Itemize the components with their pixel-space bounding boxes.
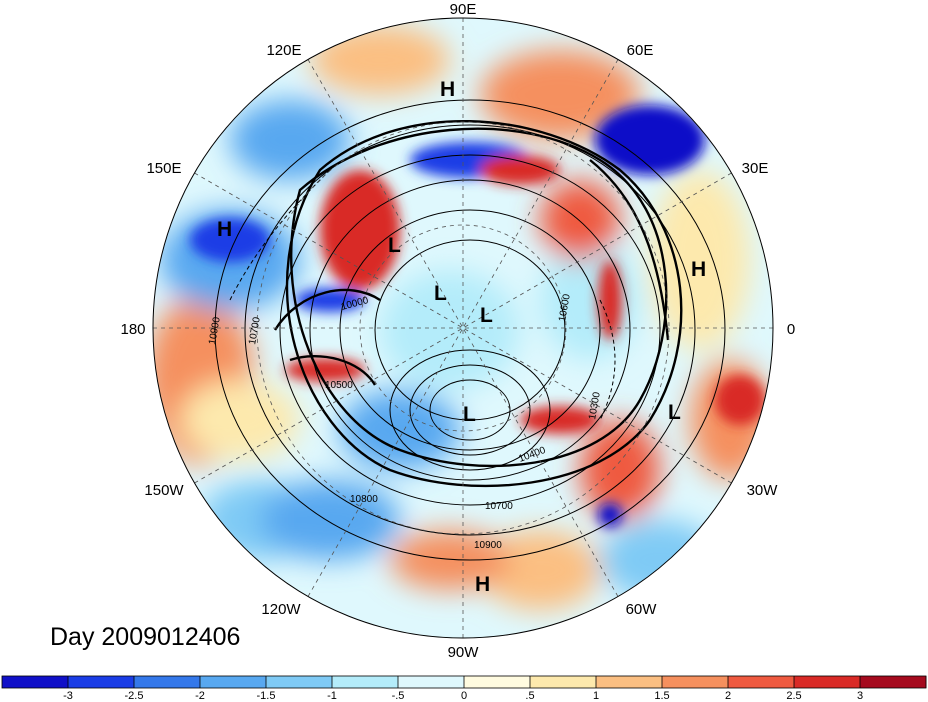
colorbar-swatch [134,676,201,688]
high-marker: H [691,258,706,281]
low-marker: L [463,403,476,426]
colorbar-swatch [464,676,531,688]
lon-label-30w: 30W [747,482,779,499]
colorbar-tick-label: .5 [525,690,534,702]
pressure-systems: H H H H L L L L L [217,78,706,596]
colorbar-tick-label: 2.5 [786,690,801,702]
contour-label: 10300 [587,391,603,421]
colorbar-swatch [662,676,729,688]
colorbar-tick-label: 1 [593,690,599,702]
contour-label: 10500 [325,380,353,391]
lon-label-180: 180 [120,321,145,338]
colorbar-tick-label: -1 [327,690,337,702]
colorbar-swatch [200,676,267,688]
colorbar-tick-label: 3 [857,690,863,702]
lon-label-60w: 60W [626,601,658,618]
colorbar-swatch [68,676,135,688]
lon-label-120w: 120W [261,601,301,618]
colorbar-tick-label: -3 [63,690,73,702]
colorbar-swatch [398,676,465,688]
colorbar-swatch [2,676,69,688]
map-title: Day 2009012406 [50,623,240,651]
lon-label-90e: 90E [450,1,477,18]
lon-label-0: 0 [787,321,795,338]
colorbar-tick-label: 0 [461,690,467,702]
colorbar: -3 -2.5 -2 -1.5 -1 -.5 0 .5 1 1.5 2 2.5 3 [1,675,927,702]
colorbar-swatch [596,676,663,688]
contour-label: 10700 [247,316,263,346]
graticule [153,18,773,638]
colorbar-swatch [266,676,333,688]
low-marker: L [388,234,401,257]
lon-label-150w: 150W [144,482,184,499]
colorbar-swatch [332,676,399,688]
lon-label-60e: 60E [627,42,654,59]
map-outline [152,17,774,639]
colorbar-swatch [794,676,861,688]
colorbar-tick-label: 2 [725,690,731,702]
contour-label: 10900 [474,540,502,551]
colorbar-tick-label: 1.5 [654,690,669,702]
contour-label: 10800 [350,494,378,505]
lon-label-120e: 120E [266,42,301,59]
contour-label: 10600 [557,293,573,323]
low-marker: L [480,304,493,327]
high-marker: H [440,78,455,101]
colorbar-tick-label: -1.5 [257,690,276,702]
colorbar-tick-label: -2 [195,690,205,702]
colorbar-tick-label: -2.5 [125,690,144,702]
high-marker: H [475,573,490,596]
longitude-labels: 90E 60E 30E 0 30W 60W 90W 120W 150W 180 … [120,1,795,661]
colorbar-swatch [860,676,927,688]
lon-label-30e: 30E [742,160,769,177]
colorbar-swatch [530,676,597,688]
high-marker: H [217,218,232,241]
colorbar-tick-label: -.5 [392,690,405,702]
contour-label: 10700 [485,501,513,512]
lon-label-90w: 90W [448,644,480,661]
height-contours [214,99,726,561]
low-marker: L [434,282,447,305]
colorbar-swatch [728,676,795,688]
contour-label: 10900 [207,316,223,346]
lon-label-150e: 150E [146,160,181,177]
low-marker: L [668,401,681,424]
